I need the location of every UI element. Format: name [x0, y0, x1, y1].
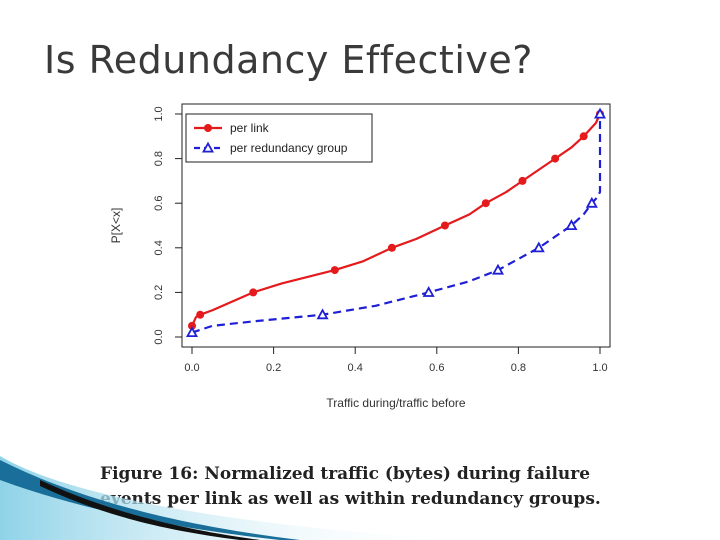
data-point	[532, 241, 545, 253]
figure: 0.0 0.2 0.4 0.6 0.8 1.0 0.0 0.2 0.4 0.6 0.8 1.0 Traf…	[90, 92, 640, 512]
y-tick-label: 0.8	[153, 151, 165, 166]
x-tick-label: 0.0	[184, 362, 199, 374]
y-tick-label: 0.0	[153, 329, 165, 344]
data-point	[593, 107, 607, 119]
x-axis-label: Traffic during/traffic before	[326, 396, 466, 410]
data-point	[579, 132, 588, 141]
data-point	[440, 221, 449, 230]
legend-marker	[201, 141, 215, 153]
data-point	[518, 176, 527, 185]
data-point	[551, 154, 560, 163]
data-point	[491, 263, 505, 275]
data-point	[387, 243, 396, 252]
y-tick-label: 1.0	[153, 106, 165, 121]
y-axis-label: P[X<x]	[109, 208, 123, 244]
legend-marker	[204, 124, 212, 132]
data-point	[422, 286, 435, 297]
y-tick-label: 0.4	[153, 240, 165, 255]
y-tick-label: 0.6	[153, 196, 165, 211]
legend-box	[185, 113, 373, 163]
x-tick-label: 0.8	[511, 362, 526, 374]
figure-caption: Figure 16: Normalized traffic (bytes) du…	[100, 464, 601, 509]
data-point	[330, 266, 339, 275]
x-tick-label: 0.4	[348, 362, 363, 374]
x-tick-label: 1.0	[592, 362, 607, 374]
legend-label: per redundancy group	[230, 141, 348, 155]
data-point	[585, 196, 598, 208]
data-point	[316, 308, 329, 320]
data-point	[188, 321, 196, 330]
swoosh-light-band	[0, 456, 460, 540]
plot-frame	[181, 103, 611, 348]
x-tick-label: 0.6	[429, 362, 444, 374]
slide-title: Is Redundancy Effective?	[44, 38, 533, 82]
x-tick-label: 0.2	[266, 362, 281, 374]
data-point	[196, 310, 205, 319]
cdf-chart: 0.0 0.2 0.4 0.6 0.8 1.0 0.0 0.2 0.4 0.6 0.8 1.0 Traf…	[109, 103, 611, 410]
data-point	[565, 219, 578, 231]
data-point	[249, 288, 258, 297]
data-point	[185, 326, 199, 338]
y-tick-label: 0.2	[153, 285, 165, 300]
legend-label: per link	[230, 121, 270, 135]
data-point	[481, 199, 490, 208]
decorative-swoosh	[0, 456, 460, 540]
